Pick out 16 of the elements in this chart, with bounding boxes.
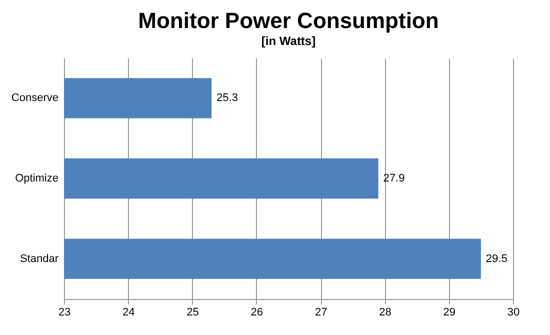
data-label: 29.5: [486, 252, 508, 265]
chart-subtitle: [in Watts]: [261, 34, 316, 48]
data-label: 25.3: [216, 92, 238, 104]
x-tick-label: 25: [186, 306, 199, 318]
x-tick-label: 28: [379, 306, 392, 318]
x-tick-label: 26: [250, 306, 264, 318]
x-tick-label: 24: [122, 306, 135, 318]
chart-title: Monitor Power Consumption: [138, 8, 439, 33]
x-tick-label: 29: [443, 306, 456, 318]
y-tick-label: Conserve: [11, 92, 58, 104]
x-tick-label: 30: [507, 306, 520, 318]
data-label: 27.9: [383, 172, 405, 184]
y-tick-label: Optimize: [15, 172, 58, 184]
x-tick-label: 23: [58, 306, 71, 318]
y-tick-label: Standar: [20, 252, 59, 265]
x-tick-label: 27: [314, 306, 328, 318]
